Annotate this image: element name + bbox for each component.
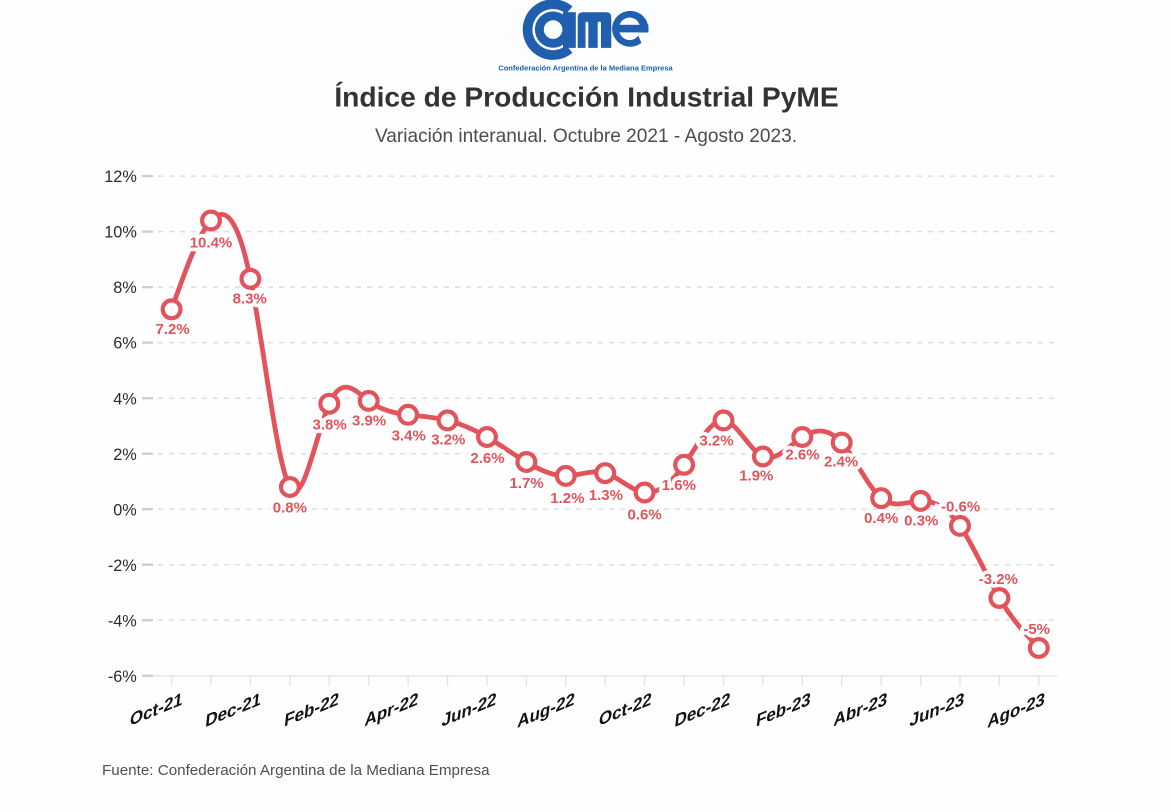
svg-text:7.2%: 7.2% bbox=[155, 321, 189, 338]
svg-text:0.4%: 0.4% bbox=[864, 510, 898, 527]
svg-text:0.6%: 0.6% bbox=[627, 506, 661, 523]
svg-text:6%: 6% bbox=[113, 335, 137, 353]
svg-text:1.2%: 1.2% bbox=[550, 490, 584, 507]
svg-text:1.3%: 1.3% bbox=[589, 487, 623, 504]
svg-text:3.4%: 3.4% bbox=[392, 428, 426, 445]
svg-text:2.6%: 2.6% bbox=[785, 447, 819, 464]
svg-text:2.4%: 2.4% bbox=[824, 453, 858, 470]
svg-text:1.9%: 1.9% bbox=[739, 467, 773, 484]
svg-text:3.8%: 3.8% bbox=[312, 416, 346, 433]
svg-text:2.6%: 2.6% bbox=[470, 450, 504, 467]
svg-text:3.2%: 3.2% bbox=[699, 432, 733, 449]
svg-text:3.2%: 3.2% bbox=[431, 432, 465, 449]
svg-text:1.7%: 1.7% bbox=[509, 475, 543, 492]
svg-text:8.3%: 8.3% bbox=[233, 290, 267, 307]
svg-text:-6%: -6% bbox=[108, 668, 137, 686]
svg-text:Variación interanual. Octubre: Variación interanual. Octubre 2021 - Ago… bbox=[375, 126, 797, 147]
svg-text:Índice de Producción Industria: Índice de Producción Industrial PyME bbox=[334, 81, 838, 113]
svg-text:-2%: -2% bbox=[108, 557, 137, 575]
svg-text:10%: 10% bbox=[104, 224, 137, 242]
svg-text:0.3%: 0.3% bbox=[904, 512, 938, 529]
svg-text:-5%: -5% bbox=[1023, 621, 1050, 638]
svg-text:3.9%: 3.9% bbox=[352, 413, 386, 430]
svg-text:4%: 4% bbox=[113, 390, 137, 408]
svg-text:Confederación Argentina de la: Confederación Argentina de la Mediana Em… bbox=[498, 63, 673, 72]
svg-text:-4%: -4% bbox=[108, 612, 137, 630]
svg-text:10.4%: 10.4% bbox=[190, 235, 233, 252]
svg-text:-0.6%: -0.6% bbox=[941, 498, 980, 515]
svg-text:0%: 0% bbox=[113, 501, 137, 519]
svg-text:0.8%: 0.8% bbox=[273, 500, 307, 517]
svg-text:2%: 2% bbox=[113, 446, 137, 464]
svg-text:12%: 12% bbox=[104, 168, 137, 186]
svg-text:8%: 8% bbox=[113, 279, 137, 297]
svg-text:Fuente: Confederación Argentin: Fuente: Confederación Argentina de la Me… bbox=[102, 762, 490, 779]
svg-text:-3.2%: -3.2% bbox=[979, 571, 1018, 588]
svg-text:1.6%: 1.6% bbox=[662, 477, 696, 494]
